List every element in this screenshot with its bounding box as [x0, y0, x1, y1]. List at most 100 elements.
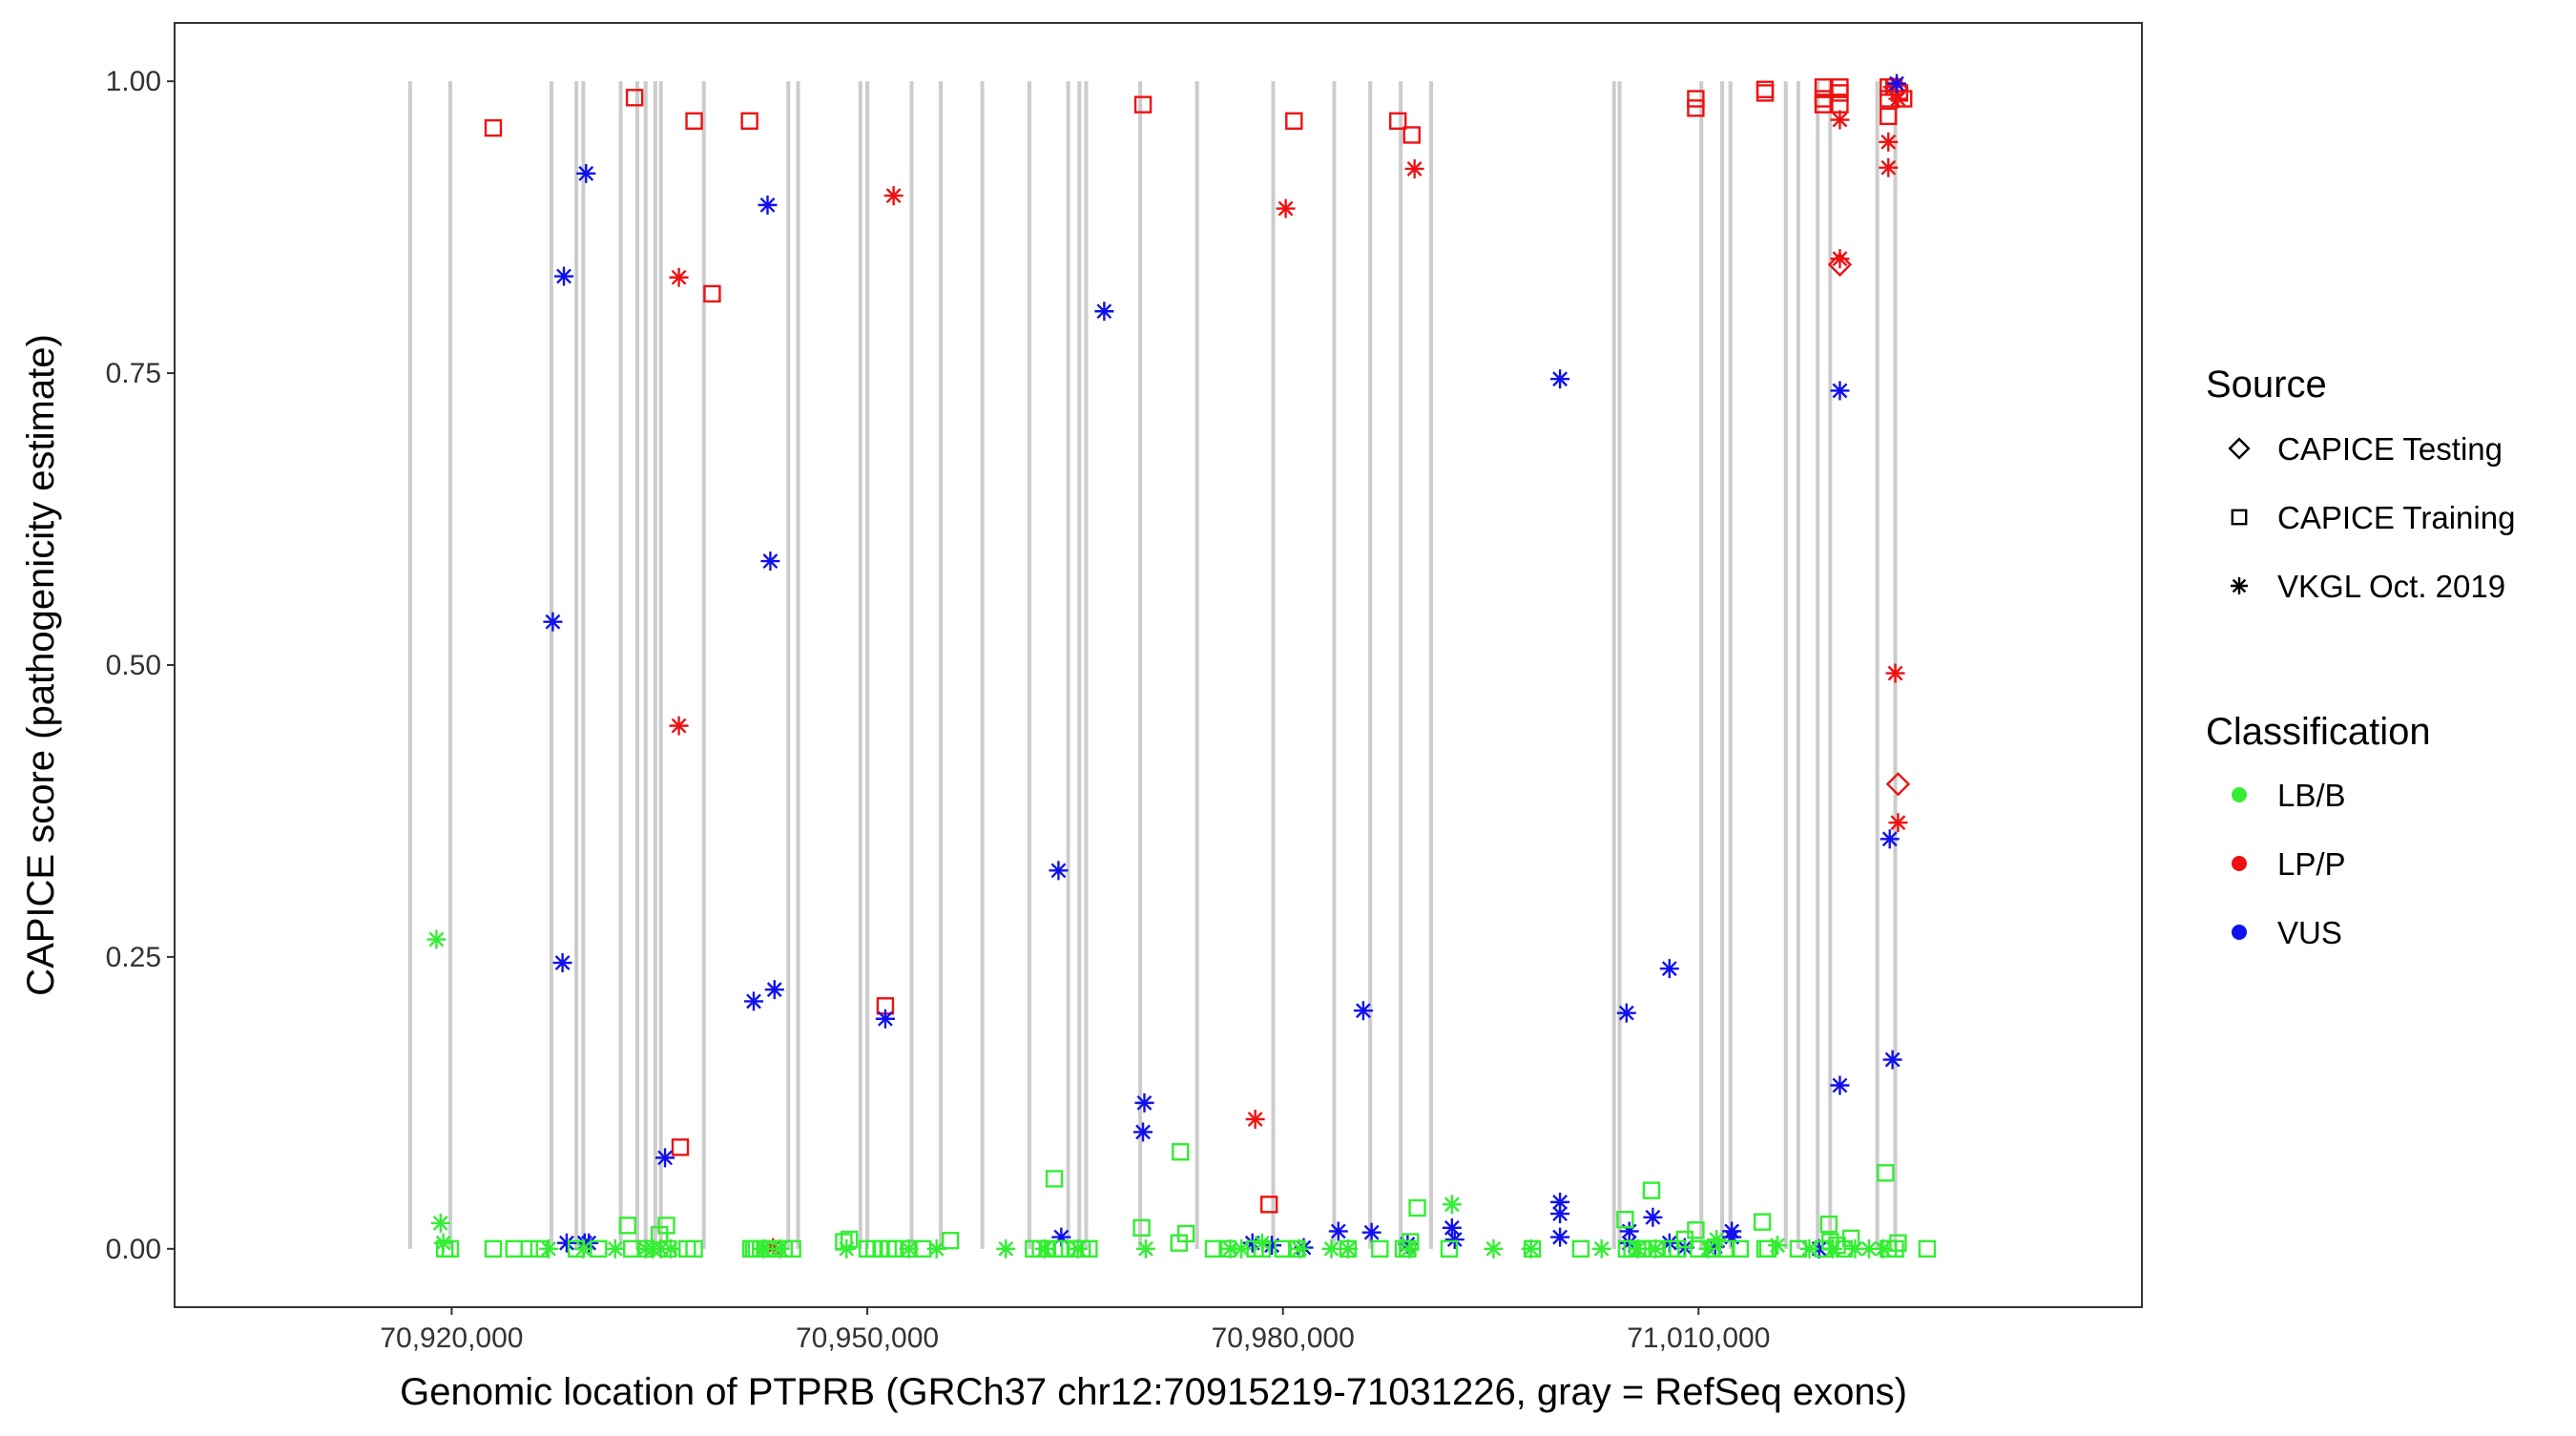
data-point	[941, 1232, 960, 1250]
data-point	[543, 612, 563, 632]
data-point	[1571, 1239, 1590, 1259]
square-shape	[1717, 1239, 1735, 1259]
square-shape	[1687, 1221, 1705, 1239]
data-point	[1830, 110, 1850, 130]
legend-source-title: Source	[2206, 364, 2327, 406]
asterisk-stroke	[901, 1240, 917, 1257]
y-tick-label: 0.75	[106, 358, 161, 389]
data-point	[885, 1239, 904, 1259]
asterisk-stroke	[1890, 815, 1906, 831]
series-LBB-square	[435, 1143, 1937, 1259]
data-point	[1321, 1238, 1341, 1259]
data-point	[520, 1239, 538, 1259]
data-point	[1768, 1236, 1788, 1256]
square-shape	[756, 1239, 774, 1259]
data-point	[1442, 1195, 1462, 1215]
legend-diamond-icon	[2228, 437, 2251, 460]
square-shape	[1389, 112, 1407, 130]
asterisk-stroke	[1552, 1194, 1568, 1210]
square-shape	[1176, 1224, 1195, 1243]
data-point	[1176, 1224, 1195, 1243]
square-shape	[1634, 1239, 1652, 1259]
x-axis: 70,920,000 70,950,000 70,980,000 71,010,000	[380, 1307, 1770, 1354]
square-shape	[1819, 1215, 1839, 1234]
square-shape	[1814, 95, 1833, 114]
asterisk-stroke	[762, 553, 779, 570]
asterisk-stroke	[559, 1235, 574, 1251]
data-point	[671, 1138, 690, 1156]
data-point	[1442, 1217, 1462, 1238]
data-point	[1052, 1239, 1070, 1259]
y-tick-label: 0.50	[106, 650, 161, 681]
data-point	[756, 1239, 774, 1259]
data-point	[1827, 252, 1853, 277]
data-point	[1591, 1238, 1611, 1259]
data-point	[1830, 1075, 1850, 1095]
asterisk-stroke	[2232, 578, 2247, 593]
square-shape	[1259, 1196, 1278, 1214]
data-point	[1885, 772, 1911, 797]
data-point	[484, 118, 503, 137]
data-point	[554, 266, 574, 286]
data-point	[1879, 157, 1899, 177]
square-shape	[685, 112, 703, 130]
data-point	[1049, 861, 1069, 881]
asterisk-stroke	[1050, 863, 1067, 879]
asterisk-stroke	[1552, 1229, 1568, 1245]
asterisk-stroke	[1096, 303, 1112, 320]
data-point	[1353, 1001, 1373, 1021]
data-point	[669, 716, 689, 736]
square-shape	[1789, 1239, 1808, 1259]
asterisk-stroke	[1709, 1232, 1725, 1247]
square-shape	[1132, 1218, 1151, 1237]
square-shape	[835, 1233, 853, 1251]
data-point	[1253, 1239, 1272, 1259]
data-point	[1753, 1213, 1772, 1231]
data-point	[1819, 1215, 1839, 1234]
data-point	[1218, 1239, 1236, 1259]
asterisk-stroke	[1444, 1197, 1460, 1213]
square-shape	[625, 89, 644, 107]
data-point	[1288, 1239, 1306, 1259]
square-shape	[636, 1239, 654, 1259]
data-point	[669, 267, 689, 287]
square-shape	[1204, 1239, 1223, 1259]
data-point	[1134, 1093, 1154, 1113]
square-shape	[441, 1239, 460, 1259]
square-shape	[1758, 1239, 1777, 1259]
asterisk-stroke	[1724, 1223, 1740, 1239]
asterisk-stroke	[1552, 371, 1568, 387]
y-tick-label: 0.00	[106, 1234, 161, 1265]
asterisk-stroke	[1861, 1240, 1877, 1257]
data-point	[783, 1239, 801, 1259]
data-point	[1879, 132, 1899, 152]
data-point	[530, 1239, 549, 1259]
legend-source-label: CAPICE Training	[2277, 500, 2515, 535]
square-shape	[1402, 126, 1421, 144]
square-shape	[885, 1239, 904, 1259]
asterisk-stroke	[607, 1240, 623, 1257]
asterisk-stroke	[428, 931, 445, 947]
data-point	[1687, 1221, 1705, 1239]
asterisk-stroke	[766, 982, 782, 998]
data-point	[1659, 959, 1679, 979]
legend-dot-icon	[2232, 856, 2247, 871]
square-shape	[1886, 1239, 1904, 1259]
data-point	[1877, 1164, 1895, 1182]
square-shape	[840, 1230, 859, 1249]
square-shape	[1687, 99, 1705, 117]
asterisk-stroke	[554, 955, 571, 970]
data-point	[758, 195, 778, 215]
asterisk-stroke	[1618, 1005, 1634, 1021]
square-shape	[1080, 1239, 1098, 1259]
data-point	[1616, 1003, 1636, 1023]
asterisk-stroke	[657, 1150, 673, 1166]
square-shape	[1523, 1239, 1542, 1259]
legend-classification-title: Classification	[2206, 711, 2431, 753]
square-shape	[1440, 1239, 1459, 1259]
data-point	[764, 980, 784, 1000]
asterisk-stroke	[1330, 1223, 1346, 1239]
square-shape	[671, 1138, 690, 1156]
data-point	[1717, 1239, 1735, 1259]
data-point	[539, 1238, 559, 1259]
